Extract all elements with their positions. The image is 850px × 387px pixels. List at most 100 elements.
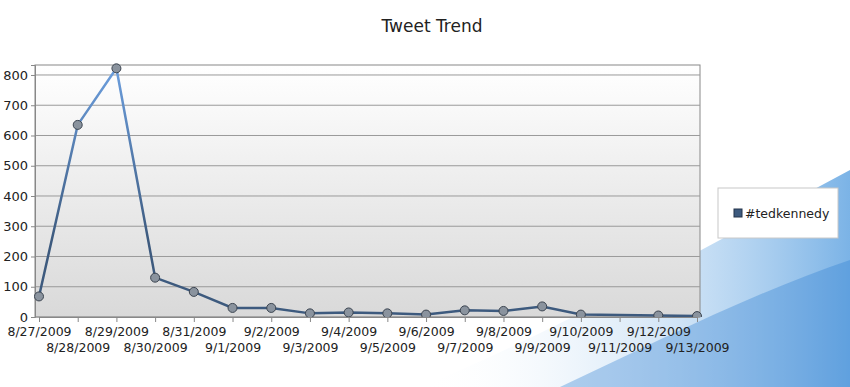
x-tick-mark (697, 317, 698, 322)
x-tick: 9/12/2009 (627, 317, 691, 339)
data-point (344, 308, 353, 317)
data-point (267, 303, 276, 312)
y-tick: 100 (3, 279, 35, 294)
x-tick-label: 9/11/2009 (588, 340, 652, 355)
x-tick-mark (271, 317, 272, 322)
x-tick-label: 8/28/2009 (46, 340, 110, 355)
grid-line (35, 226, 700, 227)
data-point (576, 310, 585, 317)
data-point (460, 306, 469, 315)
x-tick-mark (465, 317, 466, 322)
x-tick-label: 8/27/2009 (7, 324, 71, 339)
x-tick: 9/10/2009 (549, 317, 613, 339)
x-tick-mark (310, 317, 311, 322)
y-tick-label: 600 (3, 128, 28, 143)
x-tick-label: 9/10/2009 (549, 324, 613, 339)
y-tick-label: 500 (3, 158, 28, 173)
x-tick: 8/31/2009 (162, 317, 226, 339)
y-tick-mark (31, 317, 35, 318)
y-tick-label: 200 (3, 249, 28, 264)
plot-area (35, 64, 702, 317)
y-tick: 200 (3, 249, 35, 264)
x-tick-mark (658, 317, 659, 322)
data-point (499, 306, 508, 315)
x-tick-mark (233, 317, 234, 322)
data-point (228, 303, 237, 312)
data-point (189, 287, 198, 296)
y-tick: 300 (3, 219, 35, 234)
x-tick-label: 9/2/2009 (244, 324, 300, 339)
y-tick-label: 700 (3, 98, 28, 113)
series-line (39, 68, 697, 316)
x-tick-label: 9/8/2009 (476, 324, 532, 339)
y-tick-label: 300 (3, 219, 28, 234)
x-axis: 8/27/20098/28/20098/29/20098/30/20098/31… (7, 317, 729, 355)
title: Tweet Trend (381, 16, 483, 36)
x-tick-label: 9/4/2009 (321, 324, 377, 339)
grid-line (35, 286, 700, 287)
legend-label: #tedkennedy (745, 206, 830, 221)
y-tick: 800 (3, 68, 35, 83)
x-tick: 8/29/2009 (85, 317, 149, 339)
x-tick-mark (581, 317, 582, 322)
grid-line (35, 135, 700, 136)
y-tick: 0 (20, 310, 35, 325)
x-tick-label: 9/3/2009 (282, 340, 338, 355)
data-point (654, 311, 663, 317)
y-tick-label: 0 (20, 310, 28, 325)
legend-box (718, 188, 838, 238)
x-tick-label: 8/31/2009 (162, 324, 226, 339)
y-tick-label: 400 (3, 189, 28, 204)
chart: 0 100 200 300 400 500 600 700 800 8/27/20098/28/2… (0, 0, 850, 387)
x-tick-mark (155, 317, 156, 322)
legend: #tedkennedy (718, 188, 838, 238)
y-tick-mark (31, 105, 35, 106)
data-point (35, 292, 44, 301)
x-tick: 9/4/2009 (321, 317, 377, 339)
x-tick-label: 8/30/2009 (124, 340, 188, 355)
x-tick-mark (542, 317, 543, 322)
data-point (383, 309, 392, 317)
data-point (538, 302, 547, 311)
grid (35, 75, 700, 317)
plot-frame (35, 65, 700, 317)
grid-line (35, 105, 700, 106)
x-tick-label: 9/9/2009 (515, 340, 571, 355)
x-tick-mark (620, 317, 621, 322)
y-tick: 600 (3, 128, 35, 143)
x-tick-mark (349, 317, 350, 322)
x-tick-mark (116, 317, 117, 322)
x-tick: 9/2/2009 (244, 317, 300, 339)
x-tick-label: 9/5/2009 (360, 340, 416, 355)
y-tick-mark (31, 226, 35, 227)
x-tick-mark (78, 317, 79, 322)
grid-line (35, 74, 700, 75)
y-axis: 0 100 200 300 400 500 600 700 800 (3, 66, 35, 325)
data-point (112, 64, 121, 73)
y-tick: 700 (3, 98, 35, 113)
data-point (422, 310, 431, 317)
y-tick-mark (31, 256, 35, 257)
x-tick: 9/13/2009 (665, 317, 729, 355)
x-tick-label: 9/6/2009 (398, 324, 454, 339)
x-tick: 9/8/2009 (476, 317, 532, 339)
grid-line (35, 256, 700, 257)
x-tick-label: 8/29/2009 (85, 324, 149, 339)
y-tick-label: 100 (3, 279, 28, 294)
data-point (73, 120, 82, 129)
x-tick-mark (387, 317, 388, 322)
data-point (693, 312, 702, 317)
x-tick-mark (503, 317, 504, 322)
data-point (305, 309, 314, 317)
grid-line (35, 195, 700, 196)
x-tick-label: 9/13/2009 (665, 340, 729, 355)
y-tick-mark (31, 135, 35, 136)
y-tick: 500 (3, 158, 35, 173)
x-tick-mark (194, 317, 195, 322)
x-tick: 9/6/2009 (398, 317, 454, 339)
y-tick-mark (31, 75, 35, 76)
x-tick-mark (39, 317, 40, 322)
y-tick-mark (31, 287, 35, 288)
y-tick-label: 800 (3, 68, 28, 83)
legend-swatch (734, 209, 742, 217)
